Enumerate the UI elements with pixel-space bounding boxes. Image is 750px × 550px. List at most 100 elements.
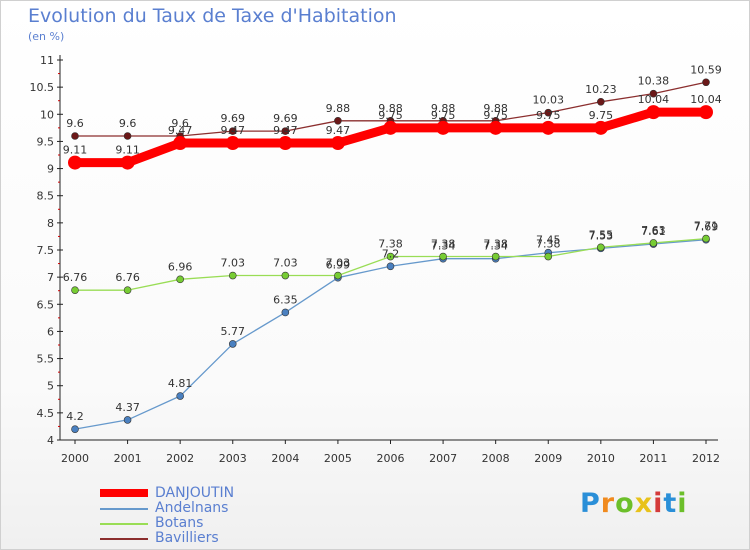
data-label: 6.76: [63, 271, 88, 284]
y-tick-label: 7.5: [37, 244, 55, 257]
data-point: [386, 252, 395, 261]
data-point: [278, 136, 293, 151]
data-label: 9.6: [171, 117, 189, 130]
data-label: 4.81: [168, 377, 193, 390]
data-label: 6.76: [115, 271, 140, 284]
x-tick-label: 2002: [166, 452, 194, 465]
data-label: 9.88: [431, 102, 456, 115]
data-label: 5.77: [221, 325, 246, 338]
data-label: 4.2: [66, 410, 84, 423]
data-point: [123, 132, 132, 140]
data-point: [702, 78, 710, 87]
logo-letter: i: [653, 488, 664, 519]
data-label: 7.71: [694, 220, 719, 233]
x-tick-label: 2004: [271, 452, 299, 465]
data-label: 7.61: [641, 225, 666, 238]
data-point: [383, 120, 398, 135]
data-point: [176, 392, 184, 400]
data-label: 9.88: [326, 102, 351, 115]
data-point: [702, 234, 710, 243]
legend-label: Botans: [155, 515, 204, 531]
data-label: 9.47: [326, 124, 351, 137]
data-point: [71, 286, 79, 294]
line-chart: 4 4.5 5 5.5 6 6.5 7 7.5 8 8.5 9 9.5 10 10.5 11 2000 2001…: [30, 54, 722, 465]
data-label: 7.53: [589, 229, 614, 242]
x-tick-label: 2008: [482, 452, 510, 465]
data-label: 7.34: [483, 240, 508, 253]
data-label: 9.47: [273, 124, 298, 137]
x-tick-label: 2009: [534, 452, 562, 465]
data-label: 7.69: [694, 221, 719, 234]
data-label: 9.47: [168, 124, 193, 137]
data-point: [228, 271, 237, 280]
data-point: [228, 340, 237, 348]
y-tick-label: 10: [40, 108, 54, 121]
data-point: [597, 98, 605, 106]
y-tick-label: 8: [47, 217, 54, 230]
data-label: 7.45: [536, 234, 561, 247]
data-point: [176, 275, 184, 284]
data-label: 9.6: [66, 117, 84, 130]
data-point: [597, 243, 605, 252]
legend-label: Bavilliers: [155, 530, 219, 546]
data-point: [544, 108, 553, 117]
data-label: 6.99: [326, 259, 351, 272]
y-tick-label: 5.5: [37, 353, 55, 366]
x-tick-label: 2000: [61, 452, 89, 465]
legend-swatch: [100, 523, 148, 525]
data-label: 7.03: [326, 257, 351, 270]
data-point: [71, 425, 79, 433]
y-tick-label: 11: [40, 54, 54, 67]
logo-letter: r: [600, 488, 616, 519]
data-label: 9.69: [221, 112, 246, 125]
data-point: [228, 127, 237, 135]
data-label: 10.03: [533, 94, 565, 107]
data-point: [646, 105, 661, 120]
logo-letter: i: [677, 488, 688, 519]
data-point: [281, 127, 290, 135]
data-label: 7.38: [378, 238, 403, 251]
data-point: [439, 252, 447, 261]
logo-letter: x: [634, 488, 654, 519]
data-label: 10.59: [690, 63, 722, 76]
x-tick-label: 2006: [377, 452, 405, 465]
data-label: 10.38: [638, 75, 670, 88]
chart-title: Evolution du Taux de Taxe d'Habitation: [28, 5, 397, 27]
data-point: [544, 252, 553, 261]
data-point: [699, 105, 713, 120]
data-label: 9.88: [483, 102, 508, 115]
data-label: 7.55: [589, 228, 614, 241]
data-label: 7.38: [536, 238, 561, 251]
x-tick-label: 2012: [692, 452, 720, 465]
data-point: [68, 155, 82, 170]
x-tick-label: 2005: [324, 452, 352, 465]
y-tick-label: 4.5: [37, 407, 55, 420]
data-label: 9.75: [536, 109, 561, 122]
data-label: 9.6: [119, 117, 137, 130]
data-point: [334, 271, 342, 280]
y-tick-label: 10.5: [30, 81, 55, 94]
y-tick-label: 6: [47, 325, 54, 338]
legend-label: DANJOUTIN: [155, 485, 235, 501]
data-label: 7.63: [641, 224, 666, 237]
data-label: 10.04: [690, 93, 722, 106]
data-point: [541, 120, 556, 135]
data-label: 9.75: [378, 109, 403, 122]
data-point: [649, 89, 658, 98]
data-label: 9.11: [63, 144, 88, 157]
data-label: 9.75: [483, 109, 508, 122]
data-point: [330, 136, 345, 151]
data-point: [71, 132, 79, 140]
data-point: [281, 308, 290, 317]
data-label: 7.03: [221, 257, 246, 270]
legend-swatch: [100, 508, 148, 510]
chart-unit-label: (en %): [28, 30, 65, 43]
data-point: [123, 416, 132, 424]
data-label: 4.37: [115, 401, 140, 414]
data-point: [593, 120, 608, 135]
series-botans: [71, 234, 710, 294]
x-tick-label: 2007: [429, 452, 457, 465]
y-tick-label: 7: [47, 271, 54, 284]
data-label: 7.34: [431, 240, 456, 253]
